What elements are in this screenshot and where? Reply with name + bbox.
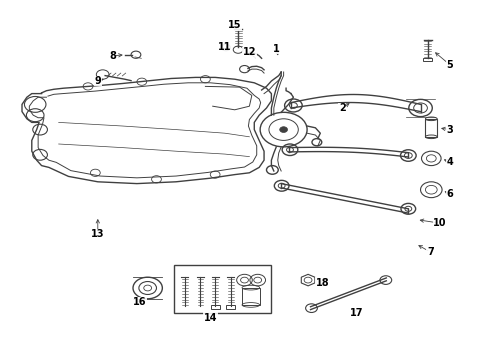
Text: 18: 18: [315, 278, 329, 288]
Text: 11: 11: [218, 42, 231, 52]
Text: 7: 7: [426, 247, 433, 257]
Text: 15: 15: [227, 20, 241, 30]
Text: 13: 13: [91, 229, 104, 239]
Text: 9: 9: [94, 76, 101, 86]
Bar: [242, 288, 259, 305]
Text: 17: 17: [349, 308, 363, 318]
Circle shape: [279, 127, 287, 132]
Bar: [173, 265, 271, 313]
Bar: [226, 305, 235, 309]
Bar: [210, 305, 219, 309]
Text: 4: 4: [446, 157, 452, 167]
Text: 14: 14: [203, 312, 217, 323]
Text: 5: 5: [446, 60, 452, 70]
Bar: [425, 119, 436, 137]
Text: 8: 8: [109, 51, 116, 61]
Text: 2: 2: [338, 103, 345, 113]
Text: 12: 12: [242, 47, 256, 57]
Text: 3: 3: [446, 125, 452, 135]
Bar: [423, 58, 431, 61]
Text: 6: 6: [446, 189, 452, 199]
Text: 1: 1: [272, 44, 279, 54]
Text: 16: 16: [132, 297, 146, 307]
Text: 10: 10: [432, 218, 446, 228]
